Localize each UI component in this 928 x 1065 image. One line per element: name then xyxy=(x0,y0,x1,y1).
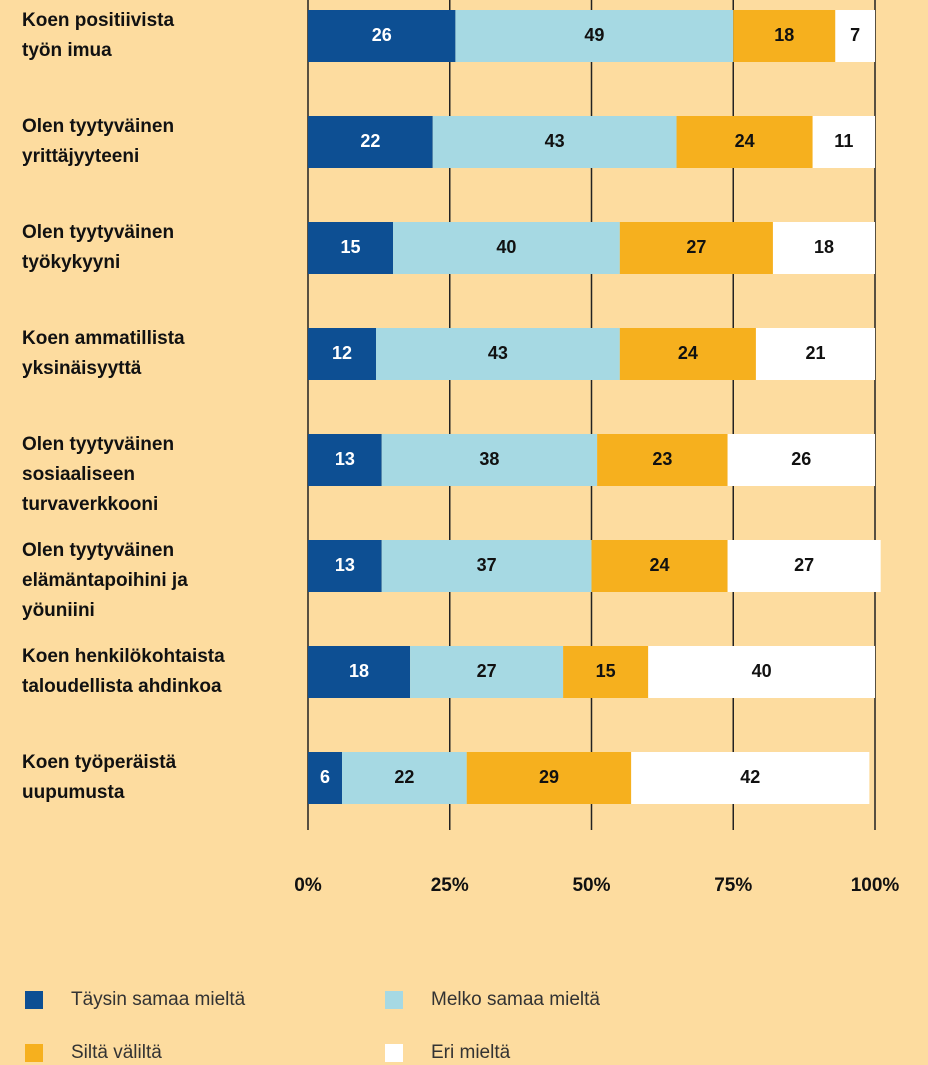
legend-label: Täysin samaa mieltä xyxy=(71,989,246,1010)
legend-label: Melko samaa mieltä xyxy=(431,989,600,1010)
legend-label: Siltä väliltä xyxy=(71,1042,162,1063)
value-label: 24 xyxy=(735,131,755,151)
bar-segment xyxy=(381,540,592,592)
category-label: Olen tyytyväinen elämäntapoihini ja yöun… xyxy=(22,540,188,621)
bar-segment xyxy=(591,540,728,592)
bar-segment xyxy=(308,540,382,592)
value-label: 26 xyxy=(372,25,392,45)
x-tick-label: 0% xyxy=(294,875,322,896)
value-label: 18 xyxy=(774,25,794,45)
value-label: 22 xyxy=(394,767,414,787)
value-label: 13 xyxy=(335,555,355,575)
x-tick-label: 75% xyxy=(714,875,752,896)
value-label: 26 xyxy=(791,449,811,469)
bar-segment xyxy=(597,434,728,486)
bar-segment xyxy=(308,328,377,380)
bar-segment xyxy=(393,222,620,274)
bar-segment xyxy=(676,116,813,168)
value-label: 15 xyxy=(596,661,616,681)
legend-label: Eri mieltä xyxy=(431,1042,511,1063)
bar-segment xyxy=(619,328,756,380)
bar-segment xyxy=(455,10,734,62)
value-label: 27 xyxy=(794,555,814,575)
value-label: 27 xyxy=(686,237,706,257)
bar-segment xyxy=(755,328,875,380)
value-label: 7 xyxy=(850,25,860,45)
bar-segment xyxy=(381,434,598,486)
bar-segment xyxy=(308,752,343,804)
bar-segment xyxy=(619,222,773,274)
category-label: Olen tyytyväinen työkykyyni xyxy=(22,222,175,273)
bar-segment xyxy=(648,646,875,698)
x-tick-label: 25% xyxy=(431,875,469,896)
value-label: 6 xyxy=(320,767,330,787)
bar-segment xyxy=(432,116,677,168)
value-label: 24 xyxy=(678,343,698,363)
bar-segment xyxy=(308,116,433,168)
value-label: 29 xyxy=(539,767,559,787)
bar-segment xyxy=(727,540,881,592)
bar-segment xyxy=(308,646,411,698)
legend-swatch xyxy=(25,991,43,1009)
bar-segment xyxy=(727,434,875,486)
category-label: Koen ammatillista yksinäisyyttä xyxy=(22,328,185,379)
category-label: Olen tyytyväinen yrittäjyyteeni xyxy=(22,116,175,167)
bar-segment xyxy=(466,752,632,804)
category-label: Koen työperäistä uupumusta xyxy=(22,752,177,803)
bar-segment xyxy=(308,434,382,486)
value-label: 21 xyxy=(805,343,825,363)
value-label: 37 xyxy=(477,555,497,575)
value-label: 49 xyxy=(584,25,604,45)
value-label: 27 xyxy=(477,661,497,681)
bar-segment xyxy=(342,752,467,804)
value-label: 38 xyxy=(479,449,499,469)
bar-segment xyxy=(410,646,564,698)
value-label: 40 xyxy=(752,661,772,681)
legend-swatch xyxy=(385,991,403,1009)
value-label: 18 xyxy=(814,237,834,257)
value-label: 12 xyxy=(332,343,352,363)
value-label: 13 xyxy=(335,449,355,469)
value-label: 43 xyxy=(545,131,565,151)
legend-swatch xyxy=(25,1044,43,1062)
value-label: 43 xyxy=(488,343,508,363)
bar-segment xyxy=(812,116,875,168)
bar-segment xyxy=(733,10,836,62)
bar-segment xyxy=(563,646,649,698)
bar-segment xyxy=(631,752,870,804)
value-label: 42 xyxy=(740,767,760,787)
value-label: 23 xyxy=(652,449,672,469)
value-label: 18 xyxy=(349,661,369,681)
bar-segment xyxy=(835,10,875,62)
bar-segment xyxy=(376,328,620,380)
x-tick-label: 100% xyxy=(851,875,900,896)
value-label: 11 xyxy=(834,131,853,151)
bar-segment xyxy=(308,10,456,62)
bar-segment xyxy=(308,222,394,274)
bar-segment xyxy=(772,222,875,274)
x-tick-label: 50% xyxy=(572,875,610,896)
value-label: 15 xyxy=(341,237,361,257)
legend-swatch xyxy=(385,1044,403,1062)
category-label: Koen positiivista työn imua xyxy=(22,10,175,61)
value-label: 40 xyxy=(496,237,516,257)
category-label: Koen henkilökohtaista taloudellista ahdi… xyxy=(22,646,225,697)
value-label: 22 xyxy=(360,131,380,151)
category-label: Olen tyytyväinen sosiaaliseen turvaverkk… xyxy=(22,434,175,515)
value-label: 24 xyxy=(650,555,670,575)
